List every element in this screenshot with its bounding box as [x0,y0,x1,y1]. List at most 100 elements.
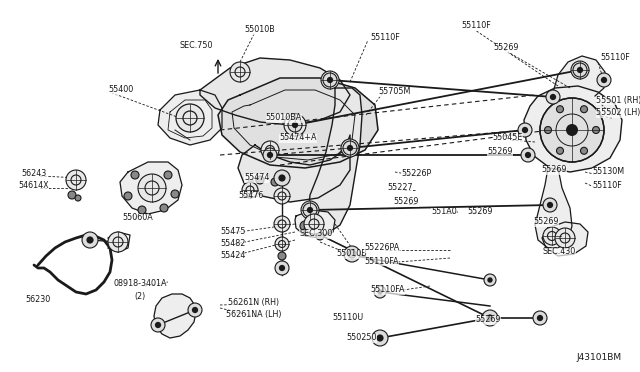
Circle shape [304,224,316,236]
Text: 55060A: 55060A [123,214,154,222]
Text: 55110U: 55110U [332,314,364,323]
Circle shape [577,67,583,73]
Circle shape [242,182,258,198]
Text: SEC.300: SEC.300 [300,230,333,238]
Circle shape [543,227,561,245]
Circle shape [82,232,98,248]
Circle shape [68,191,76,199]
Polygon shape [158,90,222,145]
Circle shape [307,227,313,233]
Polygon shape [552,56,605,96]
Circle shape [86,236,93,244]
Circle shape [540,98,604,162]
Circle shape [601,77,607,83]
Text: 550250: 550250 [347,334,377,343]
Text: 55269: 55269 [393,198,419,206]
Text: 56230: 56230 [26,295,51,305]
Circle shape [566,124,578,136]
Circle shape [486,314,493,322]
Circle shape [321,71,339,89]
Circle shape [580,106,588,113]
Circle shape [274,188,290,204]
Circle shape [138,206,146,214]
Polygon shape [120,162,182,214]
Circle shape [155,322,161,328]
Text: 56261N (RH): 56261N (RH) [228,298,280,307]
Circle shape [261,141,279,159]
Circle shape [376,334,383,341]
Circle shape [557,106,563,113]
Circle shape [278,252,286,260]
Circle shape [284,114,306,136]
Circle shape [278,174,285,182]
Text: 551A0: 551A0 [431,208,457,217]
Circle shape [348,250,356,258]
Text: 55501 (RH): 55501 (RH) [596,96,640,105]
Circle shape [267,152,273,158]
Circle shape [347,145,353,151]
Circle shape [372,330,388,346]
Circle shape [521,148,535,162]
Circle shape [555,228,575,248]
Circle shape [487,277,493,283]
Circle shape [341,139,359,157]
Text: 55474: 55474 [244,173,269,183]
Circle shape [176,104,204,132]
Circle shape [288,118,302,132]
Circle shape [484,274,496,286]
Circle shape [275,237,289,251]
Circle shape [138,174,166,202]
Text: 55475: 55475 [220,228,246,237]
Circle shape [543,198,557,212]
Text: 55110F: 55110F [600,54,630,62]
Circle shape [343,141,357,155]
Text: 55130M: 55130M [592,167,624,176]
Text: 55269: 55269 [493,44,519,52]
Circle shape [597,73,611,87]
Circle shape [522,127,528,133]
Polygon shape [238,135,350,202]
Circle shape [151,318,165,332]
Text: 56261NA (LH): 56261NA (LH) [227,311,282,320]
Text: 55227: 55227 [387,183,413,192]
Text: 55010BA: 55010BA [266,113,302,122]
Text: 55110F: 55110F [370,33,400,42]
Text: 55010B: 55010B [337,250,367,259]
Text: 55269: 55269 [487,148,513,157]
Circle shape [292,122,298,128]
Text: 54614X: 54614X [19,182,49,190]
Text: 55424: 55424 [220,251,245,260]
Text: 55476: 55476 [238,192,264,201]
Circle shape [571,61,589,79]
Text: 55474+A: 55474+A [279,134,317,142]
Text: 55705M: 55705M [378,87,410,96]
Polygon shape [295,210,335,238]
Text: 55482: 55482 [220,240,245,248]
Circle shape [323,73,337,87]
Text: 55502 (LH): 55502 (LH) [596,109,640,118]
Circle shape [482,310,498,326]
Text: 08918-3401A: 08918-3401A [113,279,167,289]
Circle shape [171,190,179,198]
Circle shape [593,126,600,134]
Circle shape [274,170,290,186]
Circle shape [124,192,132,200]
Circle shape [160,204,168,212]
Circle shape [327,77,333,83]
Circle shape [344,249,356,261]
Circle shape [131,171,139,179]
Text: SEC.750: SEC.750 [179,42,212,51]
Circle shape [557,147,563,154]
Circle shape [550,94,556,100]
Text: (2): (2) [134,292,146,301]
Circle shape [374,286,386,298]
Circle shape [525,152,531,158]
Polygon shape [535,168,572,248]
Text: 55045E: 55045E [493,134,523,142]
Circle shape [188,303,202,317]
Circle shape [164,171,172,179]
Text: 55010B: 55010B [244,26,275,35]
Circle shape [108,232,128,252]
Circle shape [66,170,86,190]
Circle shape [378,289,383,295]
